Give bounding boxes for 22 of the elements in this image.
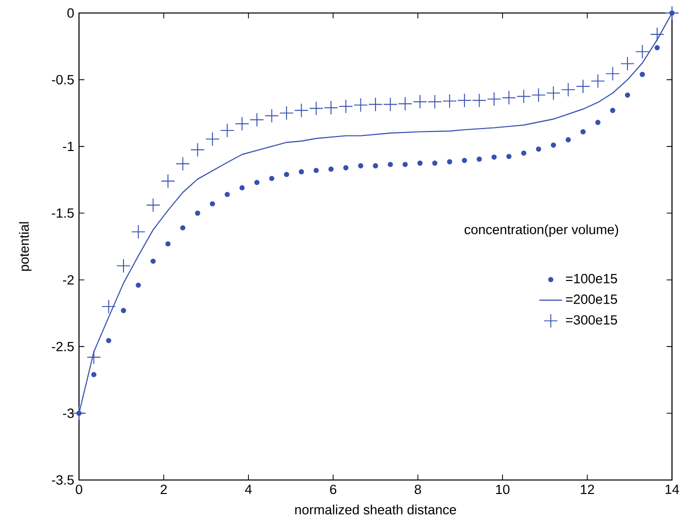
x-tick-label: 12: [580, 484, 594, 494]
x-tick-label: 10: [496, 484, 510, 494]
y-tick-label: -2: [63, 275, 74, 285]
y-tick-label: -2.5: [52, 342, 74, 352]
legend-label: =300e15: [566, 315, 618, 325]
x-axis-title: normalized sheath distance: [295, 504, 456, 514]
x-tick-label: 14: [666, 484, 680, 494]
legend-label: =100e15: [566, 274, 618, 284]
y-tick-label: -0.5: [52, 74, 74, 84]
x-tick-label: 8: [414, 484, 421, 494]
x-tick-label: 6: [330, 484, 336, 494]
y-tick-label: -1.5: [52, 208, 74, 218]
x-tick-label: 2: [160, 484, 167, 494]
y-tick-label: 0: [67, 8, 74, 18]
y-axis-title: potential: [19, 222, 32, 271]
legend-title: concentration(per volume): [464, 224, 618, 237]
x-tick-label: 4: [245, 484, 252, 494]
x-tick-label: 0: [76, 484, 82, 494]
y-tick-label: -3.5: [52, 475, 74, 485]
legend-label: =200e15: [566, 294, 618, 304]
y-tick-label: -3: [63, 408, 74, 418]
y-tick-label: -1: [63, 142, 74, 152]
